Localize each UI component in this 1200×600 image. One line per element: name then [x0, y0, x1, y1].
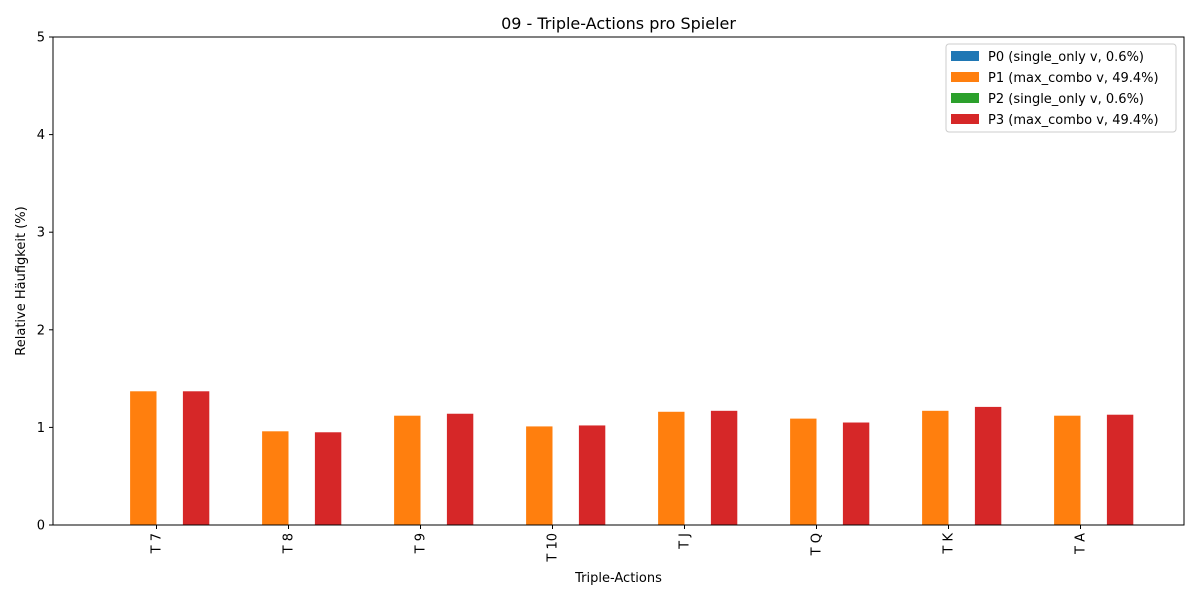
y-tick-label: 0 — [37, 519, 45, 534]
legend-swatch — [951, 72, 979, 82]
legend-entry-label: P2 (single_only v, 0.6%) — [988, 92, 1144, 107]
y-tick-label: 4 — [37, 128, 45, 143]
y-tick-label: 1 — [37, 421, 45, 436]
x-tick-label: T K — [942, 533, 957, 555]
legend-entry-label: P3 (max_combo v, 49.4%) — [988, 113, 1159, 128]
legend-swatch — [951, 93, 979, 103]
legend-entry-label: P1 (max_combo v, 49.4%) — [988, 71, 1159, 86]
bar-1-t7 — [130, 391, 157, 525]
legend-swatch — [951, 51, 979, 61]
bar-1-ta — [1054, 415, 1081, 525]
bar-1-tq — [790, 418, 817, 525]
legend: P0 (single_only v, 0.6%) P1 (max_combo v,… — [945, 43, 1177, 133]
bar-1-t10 — [526, 426, 553, 525]
bar-3-tq — [842, 422, 870, 525]
y-axis-label: Relative Häufigkeit (%) — [14, 206, 29, 355]
bar-3-t10 — [578, 425, 606, 525]
bar-3-t9 — [446, 413, 474, 525]
y-axis: 0 1 2 3 4 5 — [37, 31, 53, 534]
y-tick-label: 3 — [37, 226, 45, 241]
bar-3-ta — [1106, 414, 1134, 525]
y-tick-label: 5 — [37, 31, 45, 46]
x-axis: T 7 T 8 T 9 T 10 T J T Q T K T A — [150, 525, 1089, 563]
legend-entry-label: P0 (single_only v, 0.6%) — [988, 50, 1144, 65]
bars-layer — [130, 391, 1134, 525]
x-tick-label: T 7 — [150, 533, 165, 554]
bar-1-t9 — [394, 415, 421, 525]
bar-3-t8 — [314, 432, 342, 525]
x-tick-label: T J — [678, 533, 693, 550]
x-axis-label: Triple-Actions — [574, 571, 662, 586]
chart-title: 09 - Triple-Actions pro Spieler — [501, 14, 736, 33]
x-tick-label: T Q — [810, 533, 825, 556]
bar-3-tk — [974, 406, 1002, 525]
x-tick-label: T 9 — [414, 533, 429, 554]
bar-3-t7 — [182, 391, 210, 525]
x-tick-label: T A — [1074, 533, 1089, 555]
bar-1-tj — [658, 411, 685, 525]
plot-frame — [52, 36, 1185, 526]
legend-box — [945, 43, 1177, 133]
bar-3-tj — [710, 410, 738, 525]
bar-1-tk — [922, 410, 949, 525]
legend-swatch — [951, 114, 979, 124]
x-tick-label: T 8 — [282, 533, 297, 554]
y-tick-label: 2 — [37, 323, 45, 338]
x-tick-label: T 10 — [546, 533, 561, 563]
bar-1-t8 — [262, 431, 289, 525]
